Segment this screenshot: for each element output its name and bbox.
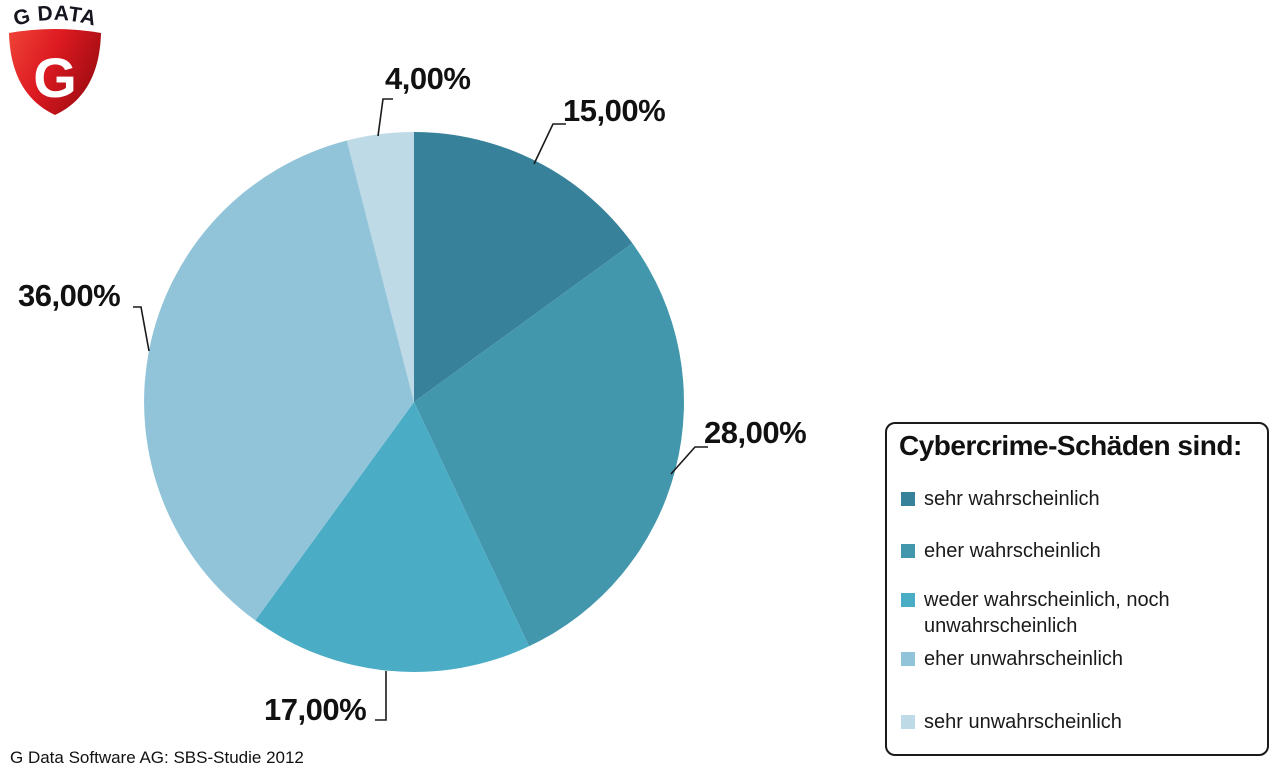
- legend-item-sehr-unwahrscheinlich: sehr unwahrscheinlich: [901, 709, 1245, 735]
- pie-slice-4: [346, 132, 414, 402]
- legend-swatch-icon: [901, 544, 915, 558]
- slice-value-label-sehr-unwahrscheinlich: 4,00%: [385, 61, 471, 96]
- leader-line-15pct: [533, 123, 566, 165]
- leader-lines: [133, 98, 708, 721]
- legend-item-label: sehr wahrscheinlich: [924, 488, 1100, 510]
- legend-item-weder-noch: weder wahrscheinlich, noch unwahrscheinl…: [901, 587, 1245, 639]
- slice-value-label-weder-noch: 17,00%: [264, 692, 367, 727]
- leader-line-28pct: [670, 446, 708, 475]
- pie-slice-1: [414, 243, 684, 647]
- source-note: G Data Software AG: SBS-Studie 2012: [10, 748, 304, 767]
- leader-line-36pct: [133, 306, 150, 352]
- legend-swatch-icon: [901, 652, 915, 666]
- legend-item-label: eher wahrscheinlich: [924, 540, 1101, 562]
- leader-line-17pct: [375, 671, 387, 721]
- legend-swatch-icon: [901, 492, 915, 506]
- gdata-logo: G DATA G: [9, 2, 101, 115]
- logo-brand-text: G DATA: [11, 2, 99, 31]
- logo-shield: [9, 29, 101, 115]
- pie-slice-2: [255, 402, 530, 672]
- legend-title: Cybercrime-Schäden sind:: [899, 430, 1242, 461]
- slice-value-label-eher-wahrscheinlich: 28,00%: [704, 415, 807, 450]
- slice-value-label-sehr-wahrscheinlich: 15,00%: [563, 93, 666, 128]
- legend-item-label: eher unwahrscheinlich: [924, 648, 1124, 670]
- slice-value-label-eher-unwahrscheinlich: 36,00%: [18, 278, 121, 313]
- legend-item-label: sehr unwahrscheinlich: [924, 711, 1122, 733]
- pie-slice-3: [144, 140, 414, 621]
- logo-monogram: G: [33, 46, 77, 109]
- pie-slices: [144, 132, 684, 672]
- legend-item-sehr-wahrscheinlich: sehr wahrscheinlich: [901, 486, 1245, 512]
- leader-line-4pct: [377, 98, 393, 137]
- legend-item-eher-wahrscheinlich: eher wahrscheinlich: [901, 538, 1245, 564]
- legend-item-eher-unwahrscheinlich: eher unwahrscheinlich: [901, 646, 1245, 672]
- legend-box: Cybercrime-Schäden sind: sehr wahrschein…: [885, 422, 1269, 756]
- legend-swatch-icon: [901, 715, 915, 729]
- legend-item-label: weder wahrscheinlich, noch unwahrscheinl…: [924, 589, 1170, 637]
- pie-slice-0: [414, 132, 633, 402]
- legend-swatch-icon: [901, 593, 915, 607]
